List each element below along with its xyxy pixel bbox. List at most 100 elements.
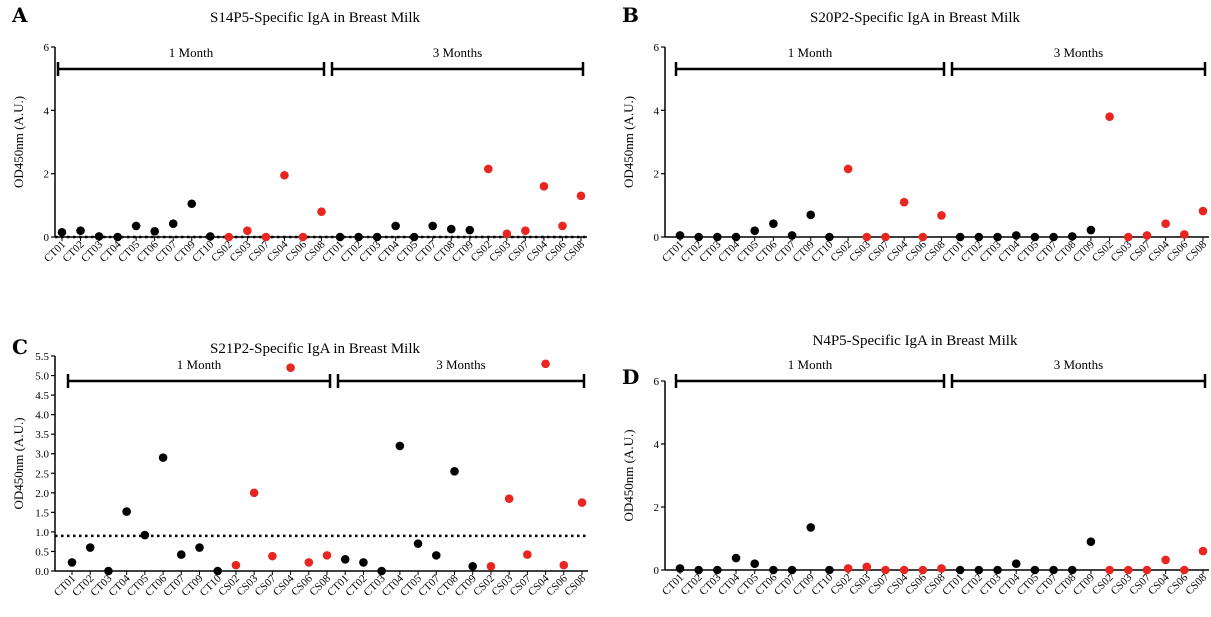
y-tick-label: 4 (654, 439, 660, 451)
data-point (57, 227, 67, 237)
y-tick-label: 0.5 (35, 546, 49, 558)
data-point (1198, 206, 1208, 216)
chart-title: S21P2-Specific IgA in Breast Milk (210, 341, 420, 357)
y-tick-label: 4.5 (35, 390, 49, 402)
data-point (140, 530, 150, 540)
y-tick-label: 1.5 (35, 507, 49, 519)
data-point (340, 554, 350, 564)
y-tick-label: 6 (654, 376, 660, 388)
data-point (694, 232, 703, 242)
data-point (450, 467, 459, 476)
panel-letter: D (622, 365, 639, 389)
data-point (377, 566, 386, 576)
data-point (446, 224, 456, 234)
panel-d: D N4P5-Specific IgA in Breast Milk 0 2 4 6 OD4… (621, 333, 1209, 598)
data-point (1105, 565, 1114, 575)
y-axis-label: OD450nm (A.U.) (621, 96, 636, 188)
data-point (150, 227, 159, 236)
data-point (395, 441, 405, 451)
data-point (918, 565, 928, 575)
data-point (675, 564, 685, 573)
data-point (1030, 232, 1040, 242)
data-point (413, 539, 423, 548)
x-tick-label: CS08 (562, 572, 588, 598)
y-tick-label: 6 (44, 42, 50, 54)
data-point (1011, 559, 1021, 568)
data-point (409, 232, 419, 242)
data-point (1030, 565, 1040, 575)
data-point (1180, 230, 1189, 239)
data-point (541, 359, 550, 369)
data-point (937, 211, 946, 220)
data-point (750, 559, 760, 568)
y-tick-label: 6 (654, 42, 660, 54)
data-point (955, 565, 965, 575)
data-point (713, 565, 722, 575)
data-point (504, 494, 514, 503)
data-point (918, 232, 928, 242)
data-point (85, 543, 95, 552)
data-point (468, 562, 478, 571)
data-point (249, 488, 259, 498)
data-point (713, 232, 722, 242)
x-tick-label: CS08 (561, 238, 587, 264)
data-point (317, 207, 326, 216)
data-point (769, 219, 778, 228)
data-point (286, 363, 295, 373)
period-label: 3 Months (1054, 357, 1103, 372)
period-label: 1 Month (788, 45, 833, 60)
period-label: 1 Month (169, 45, 214, 60)
data-point (122, 507, 131, 516)
data-point (131, 221, 141, 231)
data-point (1086, 225, 1096, 235)
panel-c: C S21P2-Specific IgA in Breast Milk 0.0 0.5… (11, 335, 588, 599)
chart-title: S14P5-Specific IgA in Breast Milk (210, 10, 420, 26)
data-point (731, 232, 741, 242)
data-point (1123, 565, 1133, 575)
data-point (1049, 565, 1058, 575)
data-point (1011, 231, 1021, 240)
period-label: 3 Months (433, 45, 482, 60)
data-point (359, 558, 368, 567)
data-point (484, 164, 493, 174)
data-point (558, 221, 567, 231)
data-point (176, 550, 186, 559)
data-point (731, 553, 741, 563)
panel-letter: A (11, 3, 28, 27)
y-tick-label: 5.5 (35, 351, 49, 363)
data-point (187, 199, 197, 209)
data-point (195, 543, 204, 552)
y-tick-label: 4 (44, 105, 50, 117)
data-point (1161, 555, 1170, 565)
data-point (993, 232, 1002, 242)
data-point (806, 523, 816, 532)
data-point (899, 565, 909, 575)
data-point (787, 231, 797, 240)
y-tick-label: 2 (44, 169, 50, 181)
y-axis-label: OD450nm (A.U.) (11, 96, 26, 188)
data-point (539, 182, 549, 191)
y-tick-label: 4 (654, 105, 660, 117)
data-point (322, 551, 332, 560)
data-point (862, 232, 872, 242)
panel-b: B S20P2-Specific IgA in Breast Milk 0 2 4 6 OD… (621, 3, 1209, 265)
data-point (576, 191, 586, 201)
data-point (94, 232, 104, 241)
data-point (1142, 231, 1152, 240)
data-point (431, 551, 441, 560)
data-point (974, 565, 984, 575)
y-tick-label: 0 (44, 232, 50, 244)
y-axis-label: OD450nm (A.U.) (11, 417, 26, 509)
data-point (280, 170, 289, 180)
data-point (862, 562, 872, 572)
data-point (974, 232, 984, 242)
y-tick-label: 2.5 (35, 468, 49, 480)
y-tick-label: 5.0 (35, 371, 49, 383)
data-point (1067, 232, 1077, 241)
data-point (1086, 537, 1096, 546)
data-point (298, 232, 308, 242)
data-point (465, 225, 475, 235)
period-label: 1 Month (177, 357, 222, 372)
data-point (1161, 219, 1170, 228)
y-tick-label: 3.0 (35, 449, 49, 461)
